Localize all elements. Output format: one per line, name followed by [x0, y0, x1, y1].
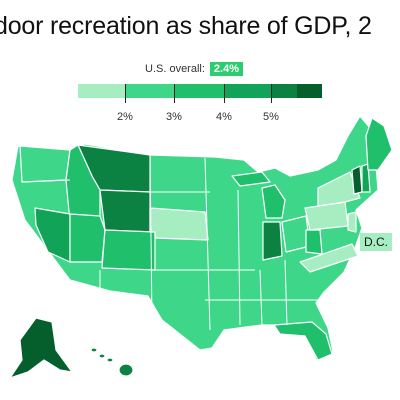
state-indiana: [262, 221, 283, 261]
state-michigan-upper: [231, 171, 271, 187]
state-michigan-lower: [261, 184, 286, 219]
state-borders: [21, 154, 325, 331]
state-hawaii-1: [90, 347, 98, 353]
state-hawaii-4: [118, 363, 134, 377]
us-overall: U.S. overall: 2.4%: [145, 62, 243, 76]
dc-label: D.C.: [360, 233, 392, 251]
state-new-york: [317, 171, 361, 207]
legend-tick-2: [174, 84, 175, 103]
state-nevada: [34, 207, 71, 263]
color-legend: 2% 3% 4% 5%: [78, 84, 322, 124]
state-new-jersey: [347, 211, 357, 233]
legend-tick-4: [271, 84, 272, 103]
state-hawaii-3: [106, 357, 114, 363]
legend-swatch-2: [125, 84, 174, 98]
state-maine: [365, 117, 393, 171]
legend-tick-label-4: 5%: [263, 111, 279, 123]
legend-swatch-1: [78, 84, 125, 98]
legend-tick-label-1: 2%: [117, 111, 133, 123]
state-wyoming: [99, 189, 151, 233]
legend-swatch-3: [174, 84, 224, 98]
state-hawaii-2: [98, 353, 106, 359]
legend-swatch-4: [224, 84, 271, 98]
us-overall-label: U.S. overall:: [145, 63, 205, 75]
state-utah: [69, 213, 106, 263]
state-west-virginia: [305, 229, 323, 255]
legend-tick-label-2: 3%: [166, 111, 182, 123]
states-layer: [9, 115, 393, 379]
state-new-hampshire: [361, 163, 371, 193]
us-overall-value: 2.4%: [209, 62, 243, 76]
legend-tick-label-3: 4%: [216, 111, 232, 123]
legend-swatch-5: [271, 84, 297, 98]
state-florida: [273, 321, 333, 361]
legend-swatch-6: [297, 84, 322, 98]
state-virginia: [299, 243, 359, 273]
state-colorado: [101, 229, 156, 271]
state-idaho: [65, 144, 101, 226]
state-washington: [19, 145, 71, 183]
legend-tick-3: [224, 84, 225, 103]
page-title: door recreation as share of GDP, 2: [0, 12, 372, 40]
state-vermont: [351, 165, 363, 195]
state-nebraska: [149, 207, 209, 241]
state-alaska: [9, 317, 73, 379]
legend-tick-1: [125, 84, 126, 103]
